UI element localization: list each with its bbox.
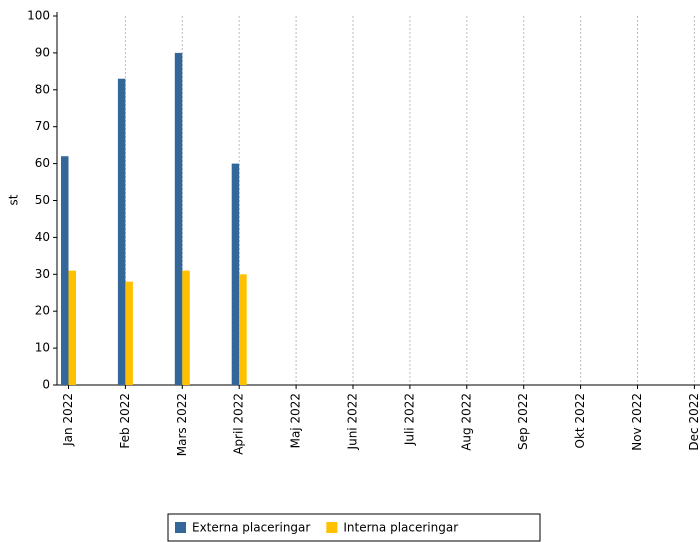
x-tick-label: Feb 2022	[118, 393, 132, 449]
x-tick-label: Jan 2022	[61, 393, 75, 447]
y-tick-label: 60	[35, 156, 50, 170]
bar	[68, 270, 76, 385]
bar	[125, 281, 133, 385]
x-tick-label: Okt 2022	[573, 393, 587, 448]
bar	[182, 270, 190, 385]
legend-label: Externa placeringar	[192, 521, 310, 535]
legend-box	[167, 513, 541, 542]
y-tick-label: 40	[35, 230, 50, 244]
y-tick-label: 80	[35, 82, 50, 96]
x-tick-label: Mars 2022	[175, 393, 189, 456]
bar	[239, 274, 247, 385]
y-tick-label: 90	[35, 45, 50, 59]
x-tick-label: Juni 2022	[346, 393, 360, 450]
legend-swatch	[175, 522, 186, 533]
y-tick-label: 100	[27, 9, 50, 23]
y-tick-label: 70	[35, 119, 50, 133]
legend-label: Interna placeringar	[343, 521, 458, 535]
x-tick-label: Sep 2022	[516, 393, 530, 450]
bar	[174, 52, 183, 386]
y-tick-label: 0	[42, 378, 50, 392]
x-tick-label: Nov 2022	[630, 393, 644, 451]
y-tick-label: 30	[35, 267, 50, 281]
y-tick-label: 20	[35, 304, 50, 318]
y-tick-label: 10	[35, 341, 50, 355]
bar	[117, 78, 126, 385]
x-tick-label: Dec 2022	[687, 393, 700, 451]
bar	[231, 163, 240, 385]
y-axis-label: st	[7, 194, 21, 205]
legend-swatch	[326, 522, 338, 533]
x-tick-label: Juli 2022	[402, 393, 416, 446]
x-tick-label: April 2022	[232, 393, 246, 455]
bar	[61, 156, 69, 385]
x-tick-label: Maj 2022	[289, 393, 303, 448]
y-tick-label: 50	[35, 193, 50, 207]
x-tick-label: Aug 2022	[459, 393, 473, 451]
